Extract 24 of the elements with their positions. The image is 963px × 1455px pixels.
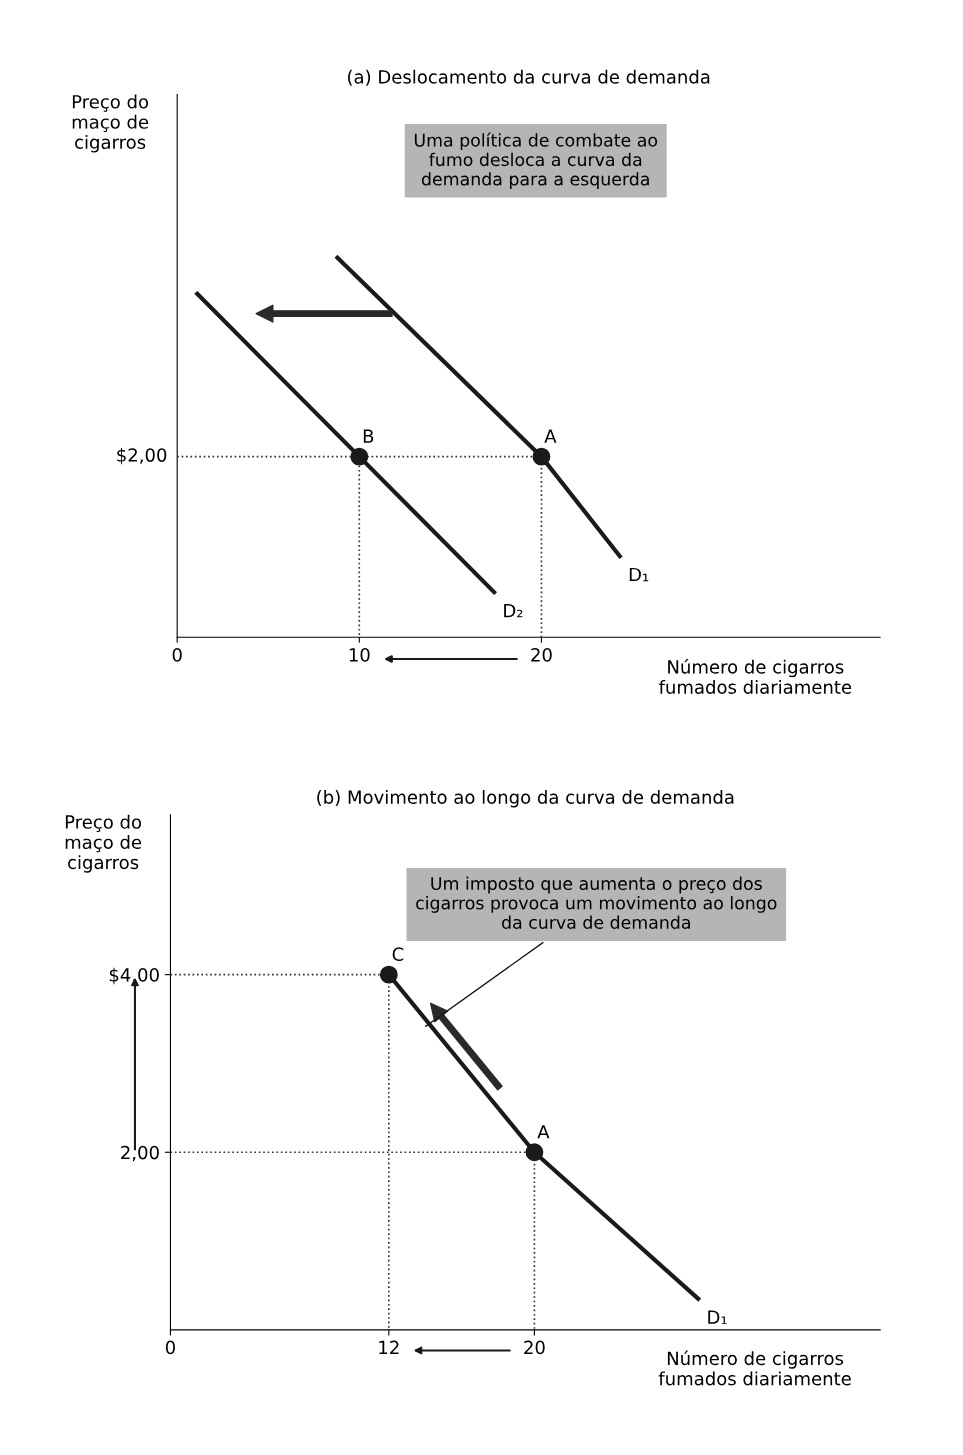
annotation: D₁ — [708, 1310, 727, 1324]
text: Uma política de combate ao fumo desloca a curva da demanda para a esquerda — [414, 132, 658, 189]
y-tick-label: $4,00 — [109, 967, 159, 985]
x-tick-label: 20 — [524, 1340, 545, 1355]
x-tick-label: 12 — [379, 1340, 399, 1355]
chart-title: (a) Deslocamento da curva de demanda — [348, 69, 710, 86]
annotation: A — [544, 429, 557, 443]
y-axis-title: Preço do maço de cigarros — [65, 814, 142, 873]
x-axis-title: Número de cigarros fumados diariamente — [658, 1350, 851, 1386]
annotation: $2,00 — [117, 447, 167, 465]
annotation: D₁ — [629, 567, 649, 582]
x-tick-label: 20 — [531, 648, 552, 662]
x-tick-label: 0 — [172, 648, 182, 662]
annotation: A — [537, 1125, 550, 1139]
x-axis-title: Número de cigarros fumados diariamente — [659, 659, 852, 694]
annotation: D₂ — [504, 603, 523, 618]
annotation: B — [363, 429, 374, 443]
y-tick-label: 2,00 — [121, 1145, 159, 1162]
annotation: Um imposto que aumenta o preço dos cigarros provoca um movimento ao longo da curva de demanda — [416, 876, 777, 929]
annotation: C — [392, 947, 404, 962]
y-axis-title: Preço do maço de cigarros — [72, 94, 149, 153]
x-tick-label: 0 — [165, 1340, 175, 1355]
x-tick-label: 10 — [349, 648, 370, 662]
chart-title: (b) Movimento ao longo da curva de demanda — [317, 789, 734, 808]
